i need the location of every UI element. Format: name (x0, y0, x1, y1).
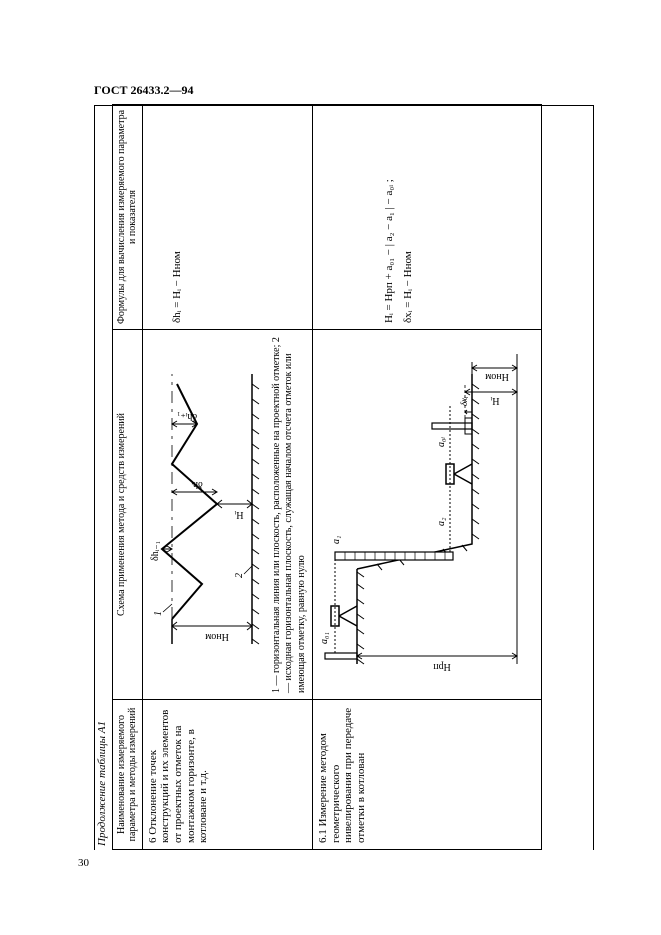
svg-text:Hном: Hном (485, 372, 509, 383)
svg-text:Hном: Hном (204, 632, 228, 643)
table-row: 6.1 Измерение методом геометрического ни… (313, 105, 542, 850)
svg-text:a₀₁: a₀₁ (319, 633, 330, 645)
col-header-1: Наименование измеряемого параметра и мет… (112, 700, 142, 850)
svg-text:Hᵢ: Hᵢ (490, 396, 499, 407)
svg-text:1: 1 (153, 612, 164, 617)
svg-text:δhᵢ: δhᵢ (191, 480, 203, 491)
diagram-2: a₀₁ a₁ (317, 336, 537, 693)
page-number: 30 (78, 857, 89, 869)
formula-1: δhᵢ = Hᵢ − Hном (171, 111, 184, 323)
svg-text:Hрп: Hрп (433, 662, 451, 673)
param-text-1: 6 Отклонение точек конструкций и их элем… (147, 706, 210, 843)
col-header-2: Схема применения метода и средств измере… (112, 330, 142, 700)
table-caption: Продолжение таблицы А1 (96, 105, 109, 846)
rotated-page-content: Продолжение таблицы А1 Наименование изме… (94, 105, 594, 850)
gost-header: ГОСТ 26433.2—94 (94, 83, 194, 98)
svg-text:2: 2 (234, 574, 245, 579)
main-table: Наименование измеряемого параметра и мет… (112, 104, 543, 850)
formula-2b: δxᵢ = Hᵢ − Hном (402, 111, 415, 323)
svg-text:δhᵢ₊₁: δhᵢ₊₁ (177, 412, 197, 423)
param-text-2: 6.1 Измерение методом геометрического ни… (317, 706, 368, 843)
svg-text:Hᵢ: Hᵢ (234, 510, 243, 521)
formula-2a: Hᵢ = Hрп + a₀₁ − | a₂ − a₁ | − a₀ᵢ ; (383, 111, 396, 323)
diagram-1: Hном δhᵢ₋₁ (147, 336, 267, 693)
col-header-3: Формулы для вычисления измеряемого парам… (112, 105, 142, 330)
svg-text:δhᵢ₋₁: δhᵢ₋₁ (150, 541, 161, 561)
svg-text:a₀ᵢ: a₀ᵢ (436, 437, 447, 447)
svg-text:δxᵢ: δxᵢ (459, 396, 469, 406)
svg-text:a₁: a₁ (331, 536, 342, 544)
diagram-1-caption: 1 — горизонтальная линия или плоскость, … (271, 336, 309, 693)
table-row: 6 Отклонение точек конструкций и их элем… (142, 105, 313, 850)
svg-text:a₂: a₂ (436, 518, 447, 527)
